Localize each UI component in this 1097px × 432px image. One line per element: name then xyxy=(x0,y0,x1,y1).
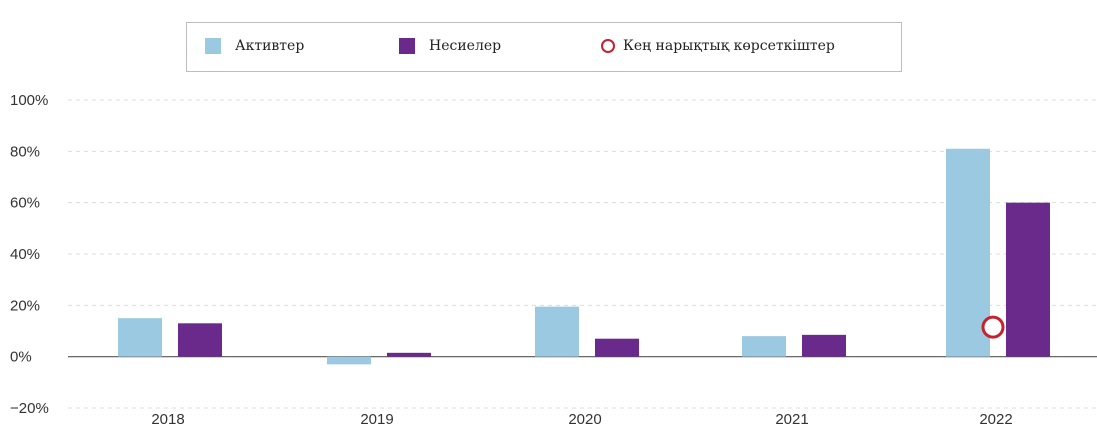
legend-swatch-loans xyxy=(399,38,415,54)
legend-marker-market xyxy=(601,39,615,53)
bar-loans xyxy=(802,334,846,357)
x-tick-label: 2021 xyxy=(775,411,808,428)
y-tick-label: 20% xyxy=(10,297,40,314)
bar-assets xyxy=(118,318,162,357)
bar-assets xyxy=(742,336,786,357)
legend-label-loans: Несиелер xyxy=(429,38,502,54)
legend-item-loans: Несиелер xyxy=(399,38,501,54)
legend: Активтер Несиелер Кең нарықтық көрсеткіш… xyxy=(186,22,902,72)
market-marker xyxy=(981,315,1005,339)
y-tick-label: 60% xyxy=(10,195,40,212)
bar-assets xyxy=(946,148,990,357)
y-tick-label: −20% xyxy=(10,400,49,417)
x-tick-label: 2022 xyxy=(979,411,1012,428)
y-tick-label: 80% xyxy=(10,143,40,160)
x-tick-label: 2019 xyxy=(360,411,393,428)
bar-loans xyxy=(387,352,431,357)
x-tick-label: 2018 xyxy=(151,411,184,428)
legend-item-assets: Активтер xyxy=(205,38,304,54)
x-tick-label: 2020 xyxy=(568,411,601,428)
legend-swatch-assets xyxy=(205,38,221,54)
bar-loans xyxy=(1006,202,1050,357)
y-tick-label: 0% xyxy=(10,349,32,366)
bar-loans xyxy=(178,323,222,357)
y-tick-label: 40% xyxy=(10,246,40,263)
bar-assets xyxy=(327,356,371,365)
bar-assets xyxy=(535,306,579,357)
legend-label-market: Кең нарықтық көрсеткіштер xyxy=(623,38,835,54)
legend-item-market: Кең нарықтық көрсеткіштер xyxy=(601,38,835,54)
y-tick-label: 100% xyxy=(10,92,48,109)
bar-loans xyxy=(595,338,639,357)
legend-label-assets: Активтер xyxy=(235,38,305,54)
